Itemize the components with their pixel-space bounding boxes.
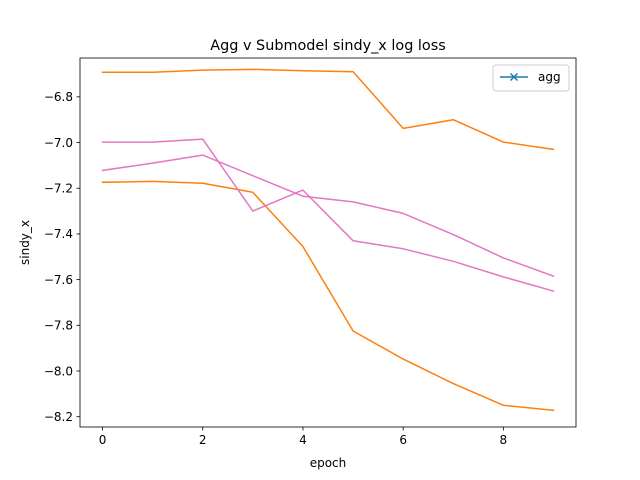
legend-frame [492, 64, 570, 92]
y-tick-label: −8.2 [44, 410, 73, 424]
y-tick-label: −7.8 [44, 319, 73, 333]
x-tick-label: 0 [99, 433, 107, 447]
plot-area [80, 58, 576, 427]
series-layer [101, 68, 555, 412]
legend-label-agg: agg [538, 70, 561, 84]
x-tick-label: 4 [299, 433, 307, 447]
x-axis-label: epoch [310, 456, 347, 470]
x-tick-label: 6 [399, 433, 407, 447]
plot-frame [79, 57, 577, 428]
legend: agg [492, 64, 570, 92]
y-tick-label: −7.6 [44, 273, 73, 287]
y-tick-label: −8.0 [44, 364, 73, 378]
y-tick-label: −7.4 [44, 227, 73, 241]
x-axis-ticks: 0 2 4 6 8 [99, 427, 507, 447]
x-tick-label: 8 [500, 433, 508, 447]
legend-marker-stroke [509, 72, 519, 82]
series-line-4 [101, 154, 555, 278]
chart-title: Agg v Submodel sindy_x log loss [210, 38, 445, 54]
y-axis-ticks: −8.2 −8.0 −7.8 −7.6 −7.4 −7.2 −7.0 −6.8 [44, 90, 80, 424]
series-line-3 [101, 138, 555, 293]
series-line-1 [101, 68, 555, 151]
y-axis-label: sindy_x [18, 220, 32, 265]
y-tick-label: −7.0 [44, 136, 73, 150]
legend-marker-agg [509, 72, 519, 82]
series-line-2 [101, 180, 555, 412]
x-tick-label: 2 [199, 433, 207, 447]
y-tick-label: −6.8 [44, 90, 73, 104]
y-tick-label: −7.2 [44, 182, 73, 196]
